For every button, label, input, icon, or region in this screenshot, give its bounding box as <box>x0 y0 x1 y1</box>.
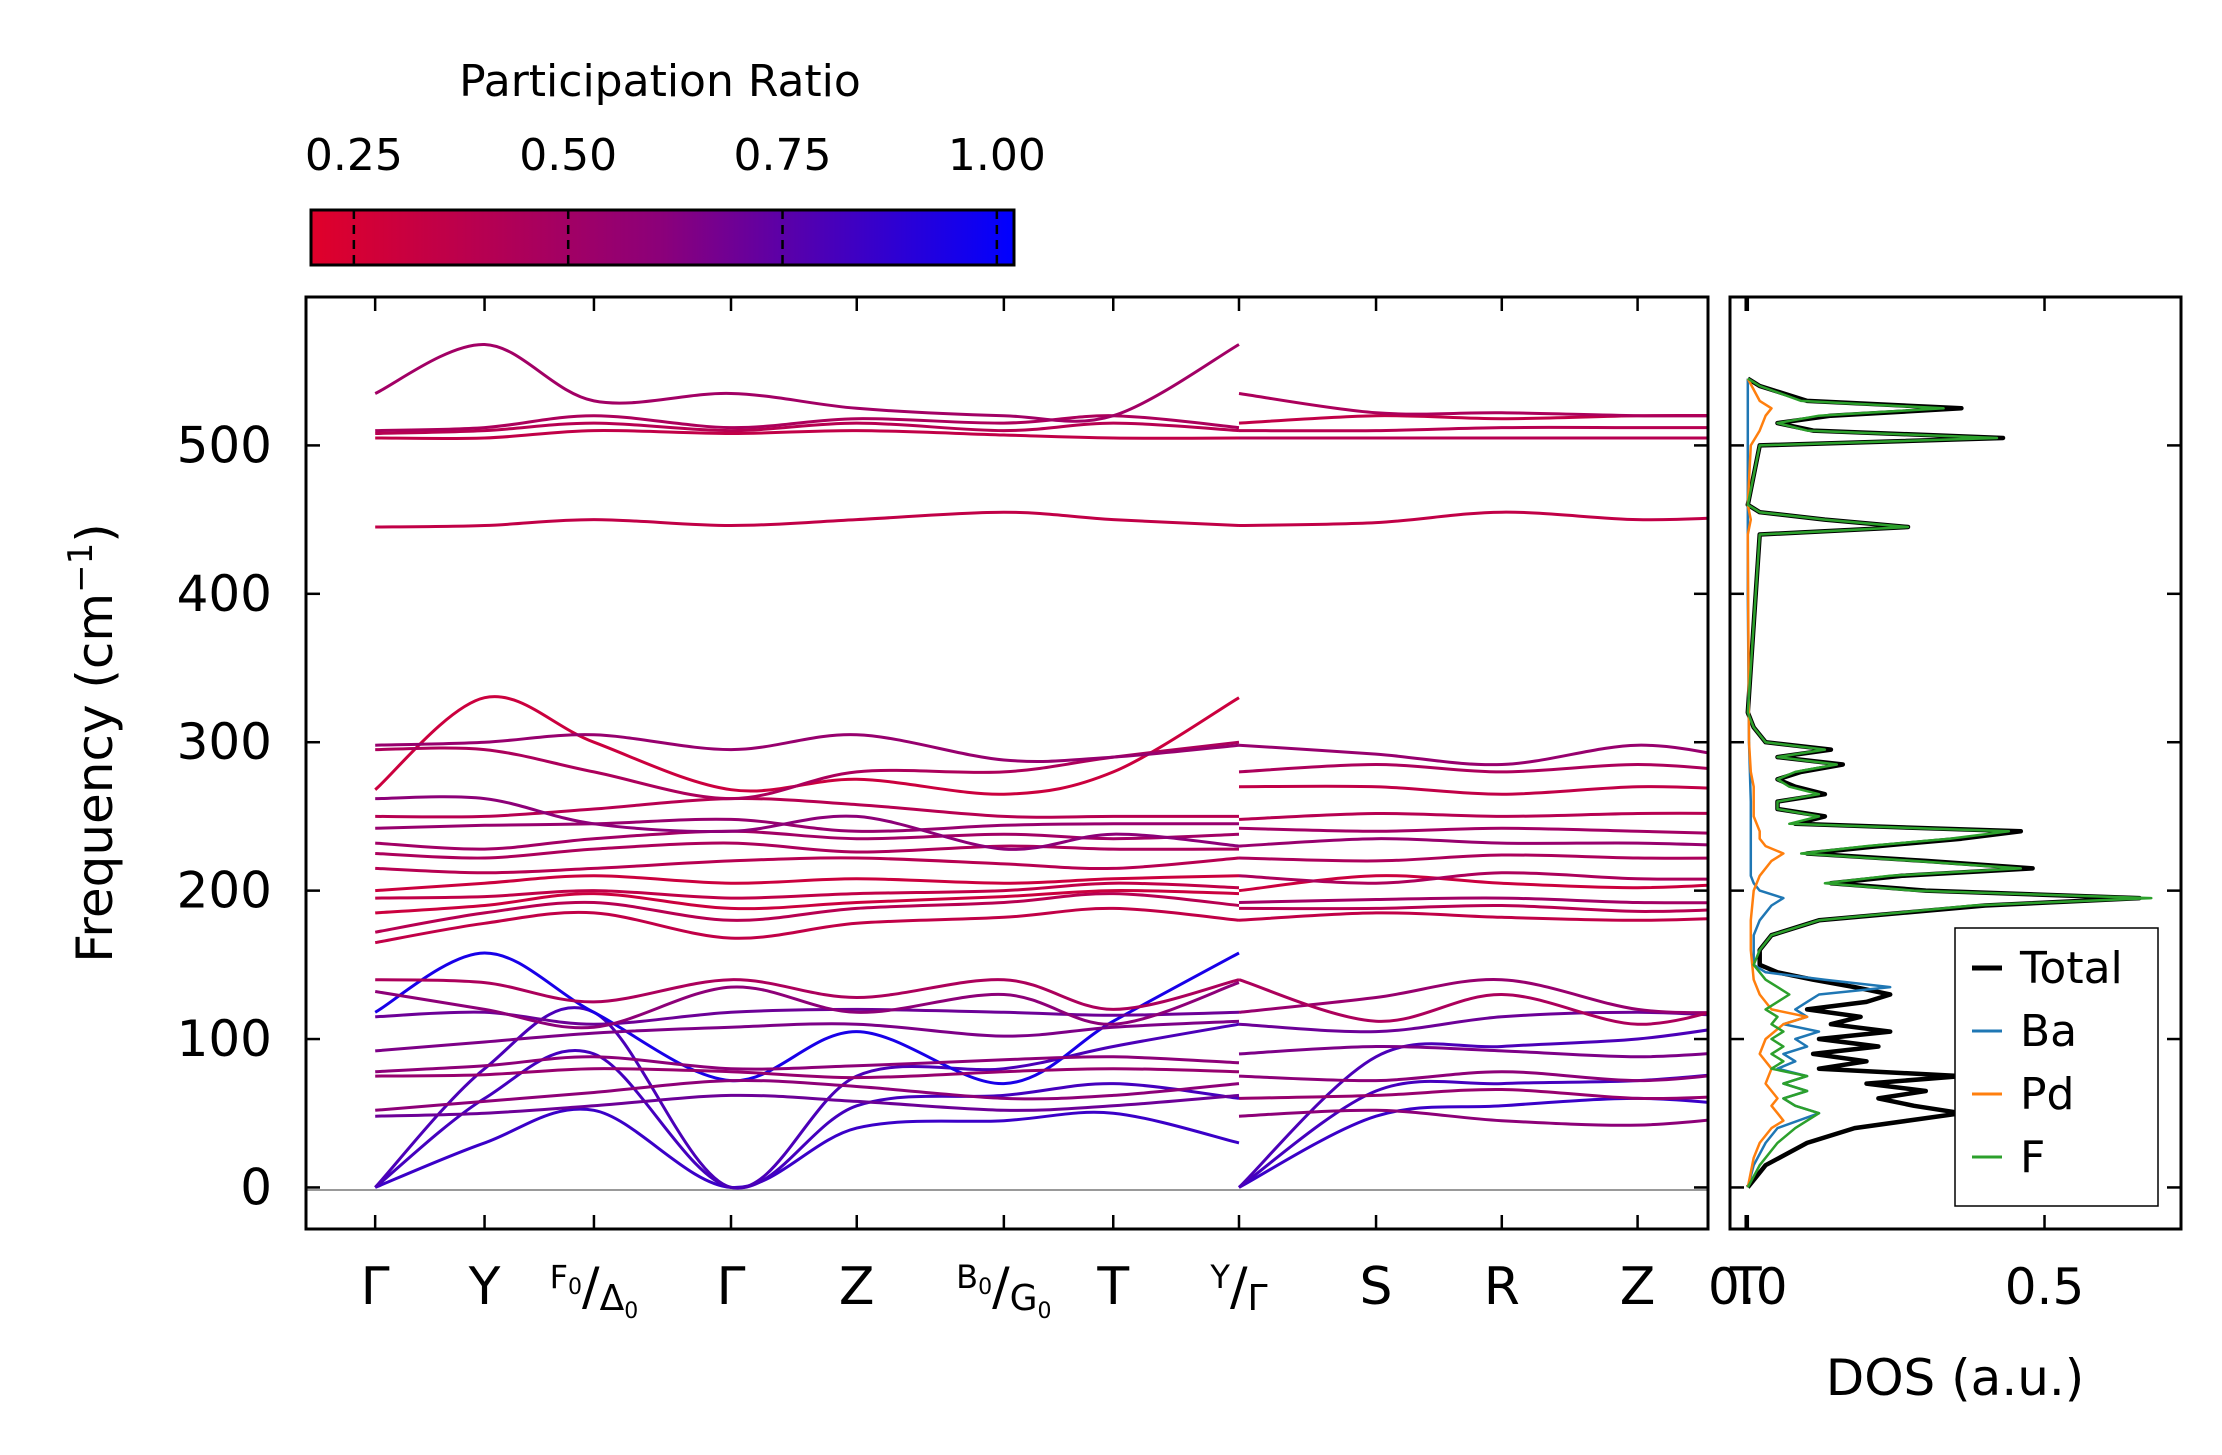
dos-legend-box <box>1954 927 2159 1207</box>
dos-x-axis-label: DOS (a.u.) <box>1826 1349 2085 1407</box>
dos-legend: Total Ba Pd F <box>1954 927 2159 1207</box>
phonon-branch <box>374 1006 1240 1190</box>
phonon-branch <box>1238 978 1708 1026</box>
colorbar: Participation Ratio 0.25 0.50 0.75 1.00 <box>305 56 1046 267</box>
dos-x-tick-label: 0.0 <box>1708 1258 1788 1316</box>
x-tick-label: F0/Δ0 <box>550 1257 639 1324</box>
phonon-branch <box>375 795 1240 851</box>
phonon-branch <box>1238 743 1708 767</box>
legend-label-ba: Ba <box>2020 1006 2077 1057</box>
colorbar-tick-label: 0.50 <box>519 130 617 181</box>
phonon-branch <box>1237 1028 1708 1189</box>
y-tick-label: 100 <box>177 1010 272 1068</box>
dos-panel: 0.0 0.5 DOS (a.u.) Total Ba Pd F <box>1708 295 2183 1407</box>
colorbar-tick-label: 0.75 <box>734 130 832 181</box>
dos-axes-frame <box>1728 295 2183 1231</box>
phonon-branch <box>375 1067 1240 1080</box>
phonon-branch <box>1238 871 1708 885</box>
phonon-branch <box>1238 978 1708 1015</box>
phonon-branch <box>375 978 1240 1011</box>
phonon-branch <box>375 829 1240 851</box>
phonon-branch <box>375 414 1240 433</box>
phonon-branch <box>374 892 1240 934</box>
x-tick-label: T <box>1729 1257 1762 1317</box>
phonon-branch <box>1238 896 1708 905</box>
legend-label-total: Total <box>2019 943 2123 994</box>
phonon-branch <box>375 421 1240 435</box>
band-axes-frame <box>304 295 1710 1231</box>
x-tick-label: Y <box>468 1257 501 1317</box>
phonon-branch <box>1238 853 1708 863</box>
phonon-branch <box>1238 1070 1708 1083</box>
phonon-branch <box>375 1055 1240 1074</box>
x-tick-label: R <box>1484 1257 1520 1317</box>
phonon-branch <box>375 797 1239 819</box>
y-tick-label: 500 <box>177 416 272 474</box>
legend-label-f: F <box>2020 1132 2045 1183</box>
dos-curve-f <box>1746 377 2153 1188</box>
colorbar-tick-label: 0.25 <box>305 130 403 181</box>
phonon-branch <box>375 1078 1240 1112</box>
colorbar-tick-label: 1.00 <box>948 130 1046 181</box>
x-tick-label: B0/G0 <box>956 1257 1051 1324</box>
phonon-branch <box>375 881 1240 900</box>
phonon-branch <box>374 1048 1240 1190</box>
phonon-branch <box>375 874 1240 893</box>
x-tick-label: Z <box>1620 1257 1656 1317</box>
phonon-branch <box>1238 1108 1708 1127</box>
dos-curve-pd <box>1746 378 1809 1188</box>
phonon-branch <box>1238 1087 1708 1101</box>
phonon-branch <box>1238 874 1708 893</box>
phonon-branch <box>1238 1044 1708 1059</box>
y-tick-label: 300 <box>177 713 272 771</box>
y-axis-label-superscript: −1 <box>61 543 101 593</box>
phonon-branch <box>1238 903 1708 913</box>
x-tick-label: Y/Γ <box>1209 1257 1267 1319</box>
legend-label-pd: Pd <box>2020 1069 2074 1120</box>
phonon-branch <box>1238 425 1708 433</box>
y-axis-label: Frequency (cm−1) <box>61 523 124 963</box>
x-tick-label: Γ <box>361 1257 390 1317</box>
y-tick-label: 0 <box>240 1158 272 1216</box>
phonon-branch <box>374 906 1240 945</box>
phonon-branch <box>375 1093 1240 1118</box>
phonon-branch <box>374 981 1240 1030</box>
phonon-branch <box>375 889 1240 915</box>
phonon-branch <box>374 342 1240 423</box>
phonon-branch <box>1238 392 1708 418</box>
x-tick-label: S <box>1360 1257 1393 1317</box>
phonon-branch <box>1238 784 1708 796</box>
phonon-branch <box>375 740 1240 801</box>
y-tick-label: 200 <box>177 862 272 920</box>
phonon-branch <box>375 841 1240 860</box>
phonon-branch <box>375 1019 1240 1053</box>
phonon-branch <box>1238 762 1708 774</box>
x-tick-label: Γ <box>717 1257 746 1317</box>
phonon-branch <box>375 428 1240 441</box>
colorbar-label: Participation Ratio <box>459 56 861 107</box>
phonon-branch <box>374 1107 1240 1189</box>
phonon-branch <box>374 695 1240 796</box>
phonon-branch <box>375 856 1240 875</box>
phonon-branch <box>375 817 1240 833</box>
colorbar-gradient <box>309 208 1016 267</box>
phonon-branch <box>1238 826 1708 835</box>
phonon-branch <box>1238 510 1708 527</box>
phonon-branch <box>374 951 1240 1086</box>
phonon-branch <box>1238 837 1708 848</box>
x-tick-label: Z <box>839 1257 875 1317</box>
phonon-branch <box>375 733 1240 763</box>
dos-x-tick-label: 0.5 <box>2005 1258 2085 1316</box>
phonon-branch <box>375 510 1240 529</box>
phonon-branch <box>1238 811 1708 821</box>
x-tick-label: T <box>1096 1257 1129 1317</box>
phonon-branch <box>1238 911 1708 922</box>
y-tick-label: 400 <box>177 565 272 623</box>
